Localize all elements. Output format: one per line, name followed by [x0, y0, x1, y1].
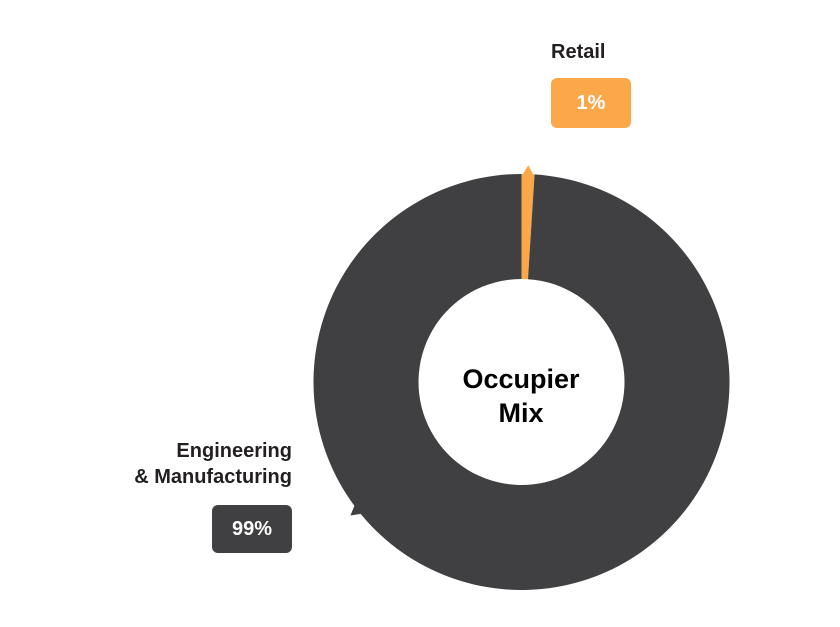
engineering-label-line1: Engineering — [176, 440, 292, 462]
center-title-line1: Occupier — [462, 364, 580, 394]
pointer-1 — [350, 503, 363, 516]
slice-retail — [521, 174, 535, 280]
retail-label: Retail — [551, 41, 606, 63]
engineering-value-badge: 99% — [212, 505, 292, 553]
center-title: Occupier Mix — [421, 362, 621, 430]
engineering-label: Engineering & Manufacturing — [134, 438, 292, 490]
retail-value-badge: 1% — [551, 78, 631, 128]
center-title-line2: Mix — [498, 398, 544, 428]
engineering-label-line2: & Manufacturing — [134, 466, 292, 488]
pointer-0 — [521, 165, 535, 177]
slice-engineering-manufacturing — [313, 174, 730, 590]
